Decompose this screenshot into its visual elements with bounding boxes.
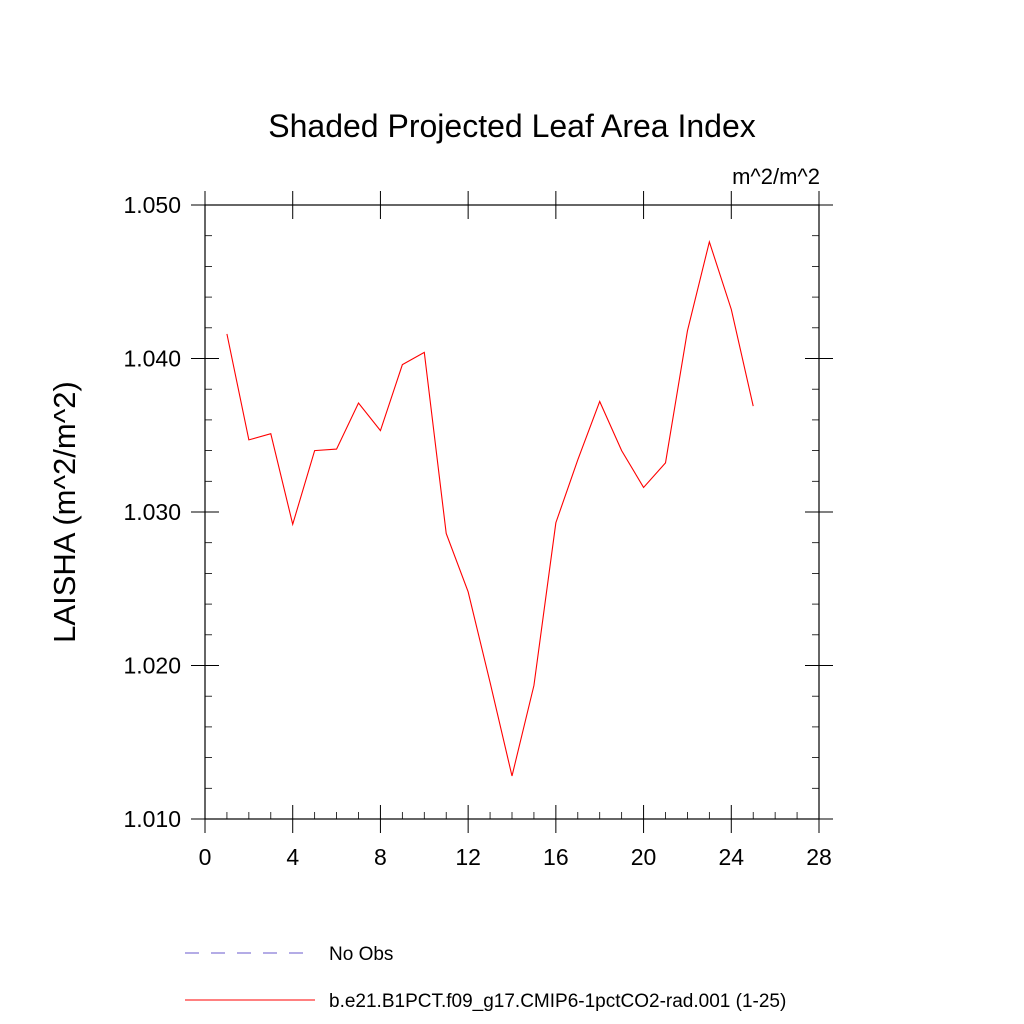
y-axis-label: LAISHA (m^2/m^2) — [47, 381, 82, 643]
legend-label: No Obs — [329, 944, 393, 965]
x-tick-label: 4 — [286, 844, 299, 870]
tick-labels: 0 4 8 12 16 20 24 28 1.010 1.020 1.030 1.040 1.050 — [123, 192, 831, 870]
axis-ticks — [191, 191, 833, 833]
y-tick-label: 1.040 — [123, 346, 181, 372]
x-tick-label: 20 — [631, 844, 657, 870]
x-tick-label: 8 — [374, 844, 387, 870]
legend: No Obs b.e21.B1PCT.f09_g17.CMIP6-1pctCO2-… — [185, 944, 786, 1012]
legend-label: b.e21.B1PCT.f09_g17.CMIP6-1pctCO2-rad.00… — [329, 991, 786, 1012]
x-tick-label: 12 — [455, 844, 481, 870]
y-tick-label: 1.050 — [123, 192, 181, 218]
chart-title: Shaded Projected Leaf Area Index — [268, 108, 755, 144]
x-tick-label: 24 — [718, 844, 744, 870]
x-tick-label: 28 — [806, 844, 832, 870]
y-tick-label: 1.010 — [123, 806, 181, 832]
x-tick-label: 0 — [199, 844, 212, 870]
units-label: m^2/m^2 — [732, 164, 820, 189]
x-tick-label: 16 — [543, 844, 569, 870]
y-tick-label: 1.020 — [123, 653, 181, 679]
series-line-1 — [226, 239, 754, 777]
y-tick-label: 1.030 — [123, 499, 181, 525]
series-lines — [226, 239, 754, 777]
